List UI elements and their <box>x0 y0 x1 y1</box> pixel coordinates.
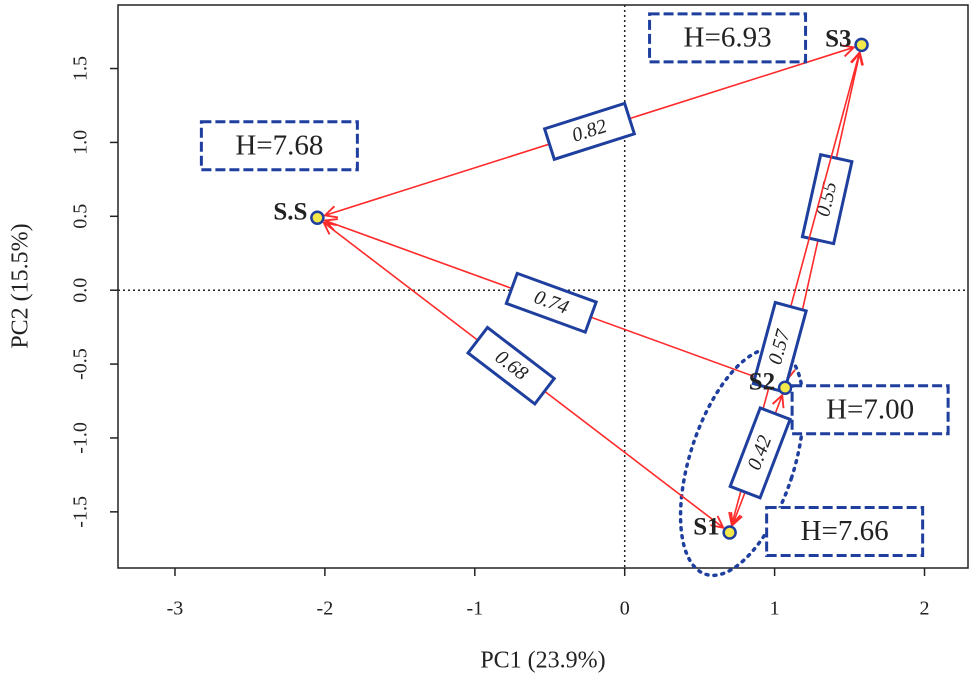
y-tick-label: 1.0 <box>70 130 92 155</box>
edge-label-group: 0.82 <box>542 101 637 162</box>
edge-label-box <box>465 325 557 407</box>
annotation: H=6.93 <box>684 22 772 54</box>
y-tick-label: 0.5 <box>70 204 92 229</box>
edge-label-box <box>728 406 793 500</box>
x-tick-label: -1 <box>466 598 483 620</box>
point-label: S3 <box>825 26 851 53</box>
y-axis-title: PC2 (15.5%) <box>8 223 34 348</box>
y-tick-label: -0.5 <box>70 348 92 380</box>
edge-label-box <box>751 300 809 394</box>
x-tick-label: 0 <box>620 598 630 620</box>
plot-frame <box>117 4 969 569</box>
edge-label-group: 0.57 <box>751 300 809 394</box>
annotation: H=7.68 <box>235 129 323 161</box>
y-tick-label: 1.5 <box>70 56 92 81</box>
annotation-box <box>790 384 950 436</box>
point <box>777 380 793 395</box>
point <box>722 525 737 540</box>
x-tick-label: -2 <box>317 598 334 620</box>
point-label: S1 <box>693 513 719 540</box>
annotation-box <box>199 120 359 172</box>
annotation: H=7.00 <box>826 393 914 425</box>
point <box>310 210 325 226</box>
annotation: H=7.66 <box>801 515 889 547</box>
edge-label-box <box>542 101 637 162</box>
point-label: S.S <box>273 199 307 226</box>
x-axis-title: PC1 (23.9%) <box>480 648 605 674</box>
edge-label-group: 0.55 <box>800 152 854 246</box>
edge-label-group: 0.42 <box>728 406 793 500</box>
x-tick-label: 2 <box>920 598 930 620</box>
x-tick-label: 1 <box>770 598 780 620</box>
annotation-box <box>765 506 925 558</box>
point <box>854 37 869 53</box>
y-tick-label: -1.5 <box>70 496 92 528</box>
edge-label-group: 0.74 <box>504 271 599 335</box>
edge-label-group: 0.68 <box>465 325 557 407</box>
annotation-box <box>648 12 808 64</box>
point-label: S2 <box>749 368 775 395</box>
y-tick-label: -1.0 <box>70 422 92 454</box>
x-tick-label: -3 <box>167 598 184 620</box>
y-tick-label: 0.0 <box>70 278 92 303</box>
